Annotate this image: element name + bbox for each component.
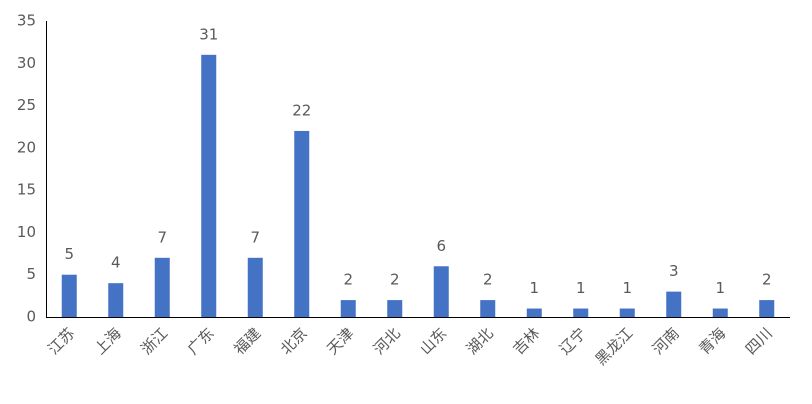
y-tick-label: 10 — [17, 223, 36, 241]
data-label: 7 — [250, 228, 260, 246]
data-label: 31 — [199, 25, 218, 43]
x-tick-label: 黑龙江 — [592, 324, 637, 369]
x-tick-label: 山东 — [416, 324, 450, 358]
data-label: 2 — [483, 271, 493, 289]
x-tick-label: 天津 — [323, 324, 357, 358]
bar — [619, 308, 635, 317]
data-label: 1 — [576, 279, 586, 297]
data-label: 2 — [762, 271, 772, 289]
x-tick-label: 青海 — [695, 324, 729, 358]
data-label: 5 — [64, 245, 74, 263]
x-tick-label: 河北 — [370, 324, 404, 358]
bar — [340, 300, 356, 317]
bar — [712, 308, 728, 317]
y-tick-label: 5 — [26, 265, 36, 283]
x-tick-label: 广东 — [184, 324, 218, 358]
bar — [247, 257, 263, 317]
data-label: 1 — [622, 279, 632, 297]
data-label: 3 — [669, 262, 679, 280]
bar — [573, 308, 589, 317]
y-tick-label: 35 — [17, 12, 36, 30]
bar — [61, 274, 77, 317]
bar — [480, 300, 496, 317]
x-tick-label: 四川 — [742, 324, 776, 358]
x-tick-label: 河南 — [649, 324, 683, 358]
bar — [759, 300, 775, 317]
data-label: 2 — [343, 271, 353, 289]
data-label: 7 — [157, 228, 167, 246]
data-label: 2 — [390, 271, 400, 289]
data-label: 4 — [111, 254, 121, 272]
x-tick-label: 江苏 — [44, 324, 78, 358]
bar — [526, 308, 542, 317]
bar — [294, 130, 310, 317]
bar — [154, 257, 170, 317]
x-tick-label: 浙江 — [137, 324, 171, 358]
bar — [433, 266, 449, 317]
bar — [666, 291, 682, 317]
y-tick-label: 25 — [17, 96, 36, 114]
data-label: 6 — [436, 237, 446, 255]
y-tick-label: 20 — [17, 138, 36, 156]
y-tick-label: 15 — [17, 181, 36, 199]
x-tick-label: 北京 — [277, 324, 311, 358]
x-tick-label: 福建 — [230, 324, 264, 358]
x-tick-label: 湖北 — [463, 324, 497, 358]
bar — [387, 300, 403, 317]
bar — [108, 283, 124, 317]
y-tick-label: 30 — [17, 54, 36, 72]
bar — [201, 54, 217, 317]
data-label: 1 — [715, 279, 725, 297]
y-tick-label: 0 — [26, 308, 36, 326]
data-label: 1 — [529, 279, 539, 297]
x-tick-label: 吉林 — [509, 324, 543, 358]
x-tick-label: 辽宁 — [556, 324, 590, 358]
x-tick-label: 上海 — [91, 324, 125, 358]
data-label: 22 — [292, 101, 311, 119]
